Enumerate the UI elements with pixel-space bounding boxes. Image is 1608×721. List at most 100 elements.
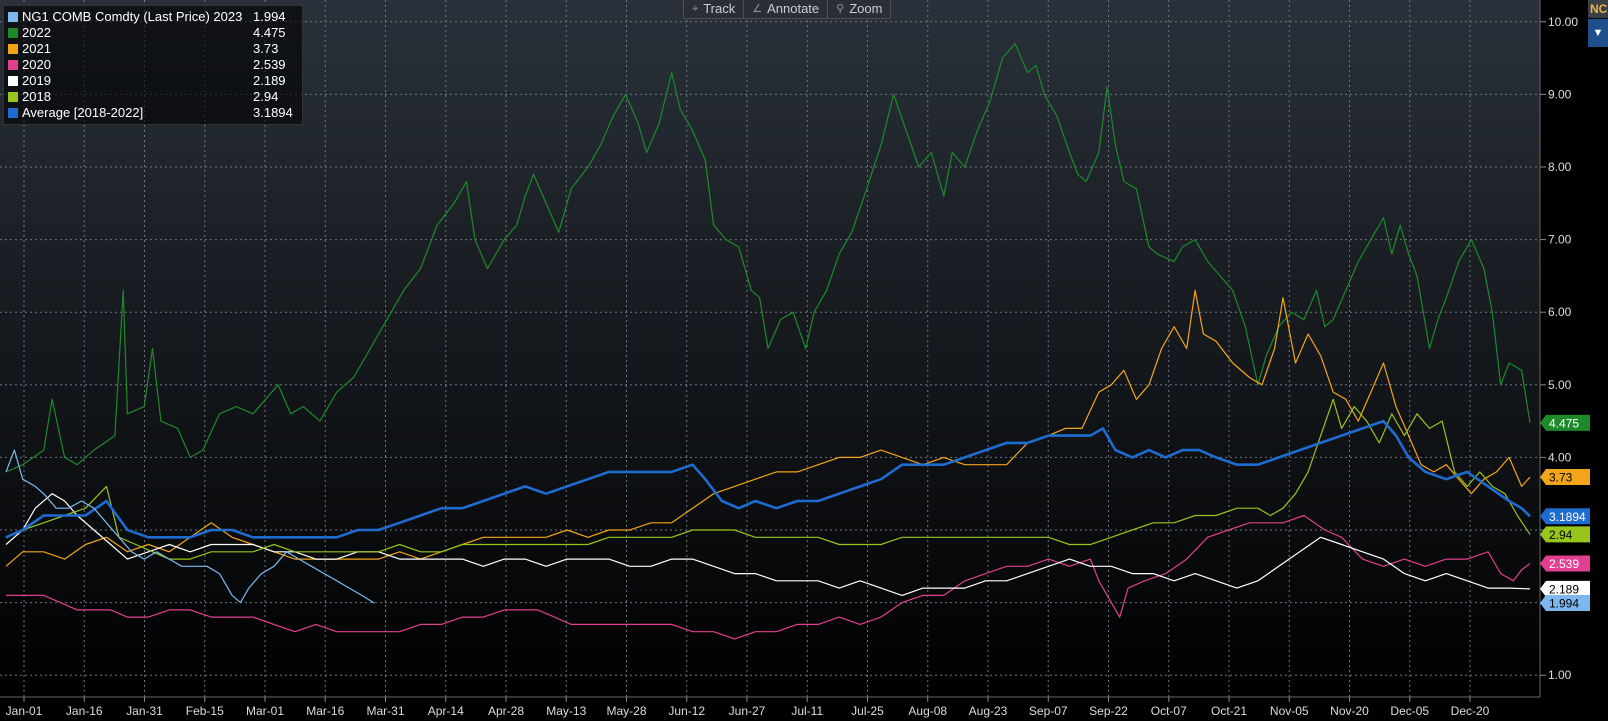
y-axis: 10.00 9.00 8.00 7.00 6.00 5.00 4.00 1.00 [1540, 15, 1578, 682]
x-tick-label: Mar-01 [246, 704, 284, 718]
corner-tab[interactable]: NC [1588, 0, 1608, 18]
legend-value: 1.994 [253, 9, 286, 24]
legend-name: 2018 [22, 89, 51, 104]
zoom-button[interactable]: ⚲ Zoom [828, 0, 890, 18]
x-tick-label: Jun-12 [668, 704, 705, 718]
legend-name: 2022 [22, 25, 51, 40]
y-tick-label: 1.00 [1548, 668, 1572, 682]
legend-item[interactable]: 2019 2.189 [8, 73, 297, 89]
y-tick-label: 10.00 [1548, 15, 1578, 29]
x-tick-label: May-28 [606, 704, 646, 718]
legend-name: 2019 [22, 73, 51, 88]
legend-swatch [8, 92, 18, 102]
track-button[interactable]: ⌖ Track [684, 0, 745, 18]
legend: NG1 COMB Comdty (Last Price) 2023 1.994 20… [3, 5, 303, 125]
series-line-6 [5, 449, 375, 604]
x-tick-label: Sep-07 [1029, 704, 1068, 718]
last-value-label: 3.73 [1540, 469, 1590, 486]
x-tick-label: Mar-16 [306, 704, 344, 718]
x-tick-label: Jul-25 [851, 704, 884, 718]
legend-name: 2020 [22, 57, 51, 72]
x-axis: Jan-01 Jan-16 Jan-31 Feb-15 Mar-01 Mar-16 Mar-… [6, 697, 1490, 718]
series-line-0 [5, 43, 1531, 473]
legend-item[interactable]: 2020 2.539 [8, 57, 297, 73]
legend-name: NG1 COMB Comdty (Last Price) 2023 [22, 9, 243, 24]
dropdown-button[interactable]: ▼ [1588, 19, 1608, 47]
x-tick-label: Dec-05 [1390, 704, 1429, 718]
y-tick-label: 7.00 [1548, 233, 1572, 247]
last-value-label: 1.994 [1540, 595, 1590, 612]
legend-value: 4.475 [253, 25, 286, 40]
legend-swatch [8, 60, 18, 70]
zoom-label: Zoom [849, 1, 883, 16]
x-tick-label: Mar-31 [366, 704, 404, 718]
last-value-label: 3.1894 [1540, 508, 1590, 525]
annotate-label: Annotate [767, 1, 820, 16]
x-tick-label: Jan-01 [6, 704, 43, 718]
y-tick-label: 6.00 [1548, 305, 1572, 319]
legend-item[interactable]: 2021 3.73 [8, 41, 297, 57]
legend-swatch [8, 12, 18, 22]
last-value-text: 3.1894 [1549, 510, 1586, 524]
y-tick-label: 9.00 [1548, 87, 1572, 101]
series-line-5 [5, 419, 1531, 539]
legend-value: 3.1894 [253, 105, 293, 120]
legend-item[interactable]: NG1 COMB Comdty (Last Price) 2023 1.994 [8, 9, 297, 25]
x-tick-label: Dec-20 [1451, 704, 1490, 718]
legend-item[interactable]: Average [2018-2022] 3.1894 [8, 105, 297, 121]
legend-value: 2.189 [253, 73, 286, 88]
pencil-icon: ∠ [752, 3, 763, 15]
last-value-box [1540, 595, 1590, 612]
last-value-labels: 4.475 3.73 2.539 2.189 2.94 3.1894 1.994 [1540, 414, 1590, 612]
x-tick-label: Oct-21 [1211, 704, 1247, 718]
last-value-text: 4.475 [1549, 416, 1579, 430]
legend-value: 3.73 [253, 41, 279, 56]
legend-swatch [8, 108, 18, 118]
legend-value: 2.94 [253, 89, 279, 104]
last-value-box [1540, 555, 1590, 572]
last-value-label: 4.475 [1540, 414, 1590, 431]
y-tick-label: 4.00 [1548, 450, 1572, 464]
last-value-text: 2.189 [1549, 582, 1579, 596]
last-value-text: 3.73 [1549, 471, 1573, 485]
annotate-button[interactable]: ∠ Annotate [744, 0, 829, 18]
x-tick-label: Jun-27 [729, 704, 766, 718]
x-tick-label: Aug-23 [969, 704, 1008, 718]
last-value-text: 2.539 [1549, 557, 1579, 571]
last-value-box [1540, 414, 1590, 431]
x-tick-label: Jul-11 [791, 704, 823, 718]
legend-swatch [8, 44, 18, 54]
x-tick-label: Aug-08 [908, 704, 947, 718]
chart-toolbar: ⌖ Track ∠ Annotate ⚲ Zoom [683, 0, 892, 19]
x-tick-label: Apr-14 [428, 704, 464, 718]
x-tick-label: Feb-15 [186, 704, 224, 718]
legend-swatch [8, 76, 18, 86]
last-value-label: 2.539 [1540, 555, 1590, 572]
series-line-4 [5, 398, 1531, 560]
x-tick-label: Nov-20 [1330, 704, 1369, 718]
last-value-text: 2.94 [1549, 528, 1573, 542]
x-tick-label: Jan-31 [126, 704, 163, 718]
series-line-3 [5, 493, 1531, 596]
last-value-box [1540, 469, 1590, 486]
last-value-text: 1.994 [1549, 597, 1579, 611]
last-value-box [1540, 526, 1590, 543]
y-tick-label: 8.00 [1548, 160, 1572, 174]
x-tick-label: Sep-22 [1089, 704, 1128, 718]
legend-item[interactable]: 2018 2.94 [8, 89, 297, 105]
legend-name: 2021 [22, 41, 51, 56]
series-line-2 [6, 514, 1531, 640]
x-tick-label: Apr-28 [488, 704, 524, 718]
last-value-label: 2.94 [1540, 526, 1590, 543]
magnifier-icon: ⚲ [836, 3, 845, 15]
legend-item[interactable]: 2022 4.475 [8, 25, 297, 41]
legend-name: Average [2018-2022] [22, 105, 144, 120]
x-tick-label: Nov-05 [1270, 704, 1309, 718]
x-tick-label: May-13 [546, 704, 586, 718]
x-tick-label: Jan-16 [66, 704, 103, 718]
series-lines [5, 43, 1531, 640]
legend-swatch [8, 28, 18, 38]
track-label: Track [703, 1, 736, 16]
x-tick-label: Oct-07 [1151, 704, 1187, 718]
crosshair-icon: ⌖ [692, 3, 699, 15]
